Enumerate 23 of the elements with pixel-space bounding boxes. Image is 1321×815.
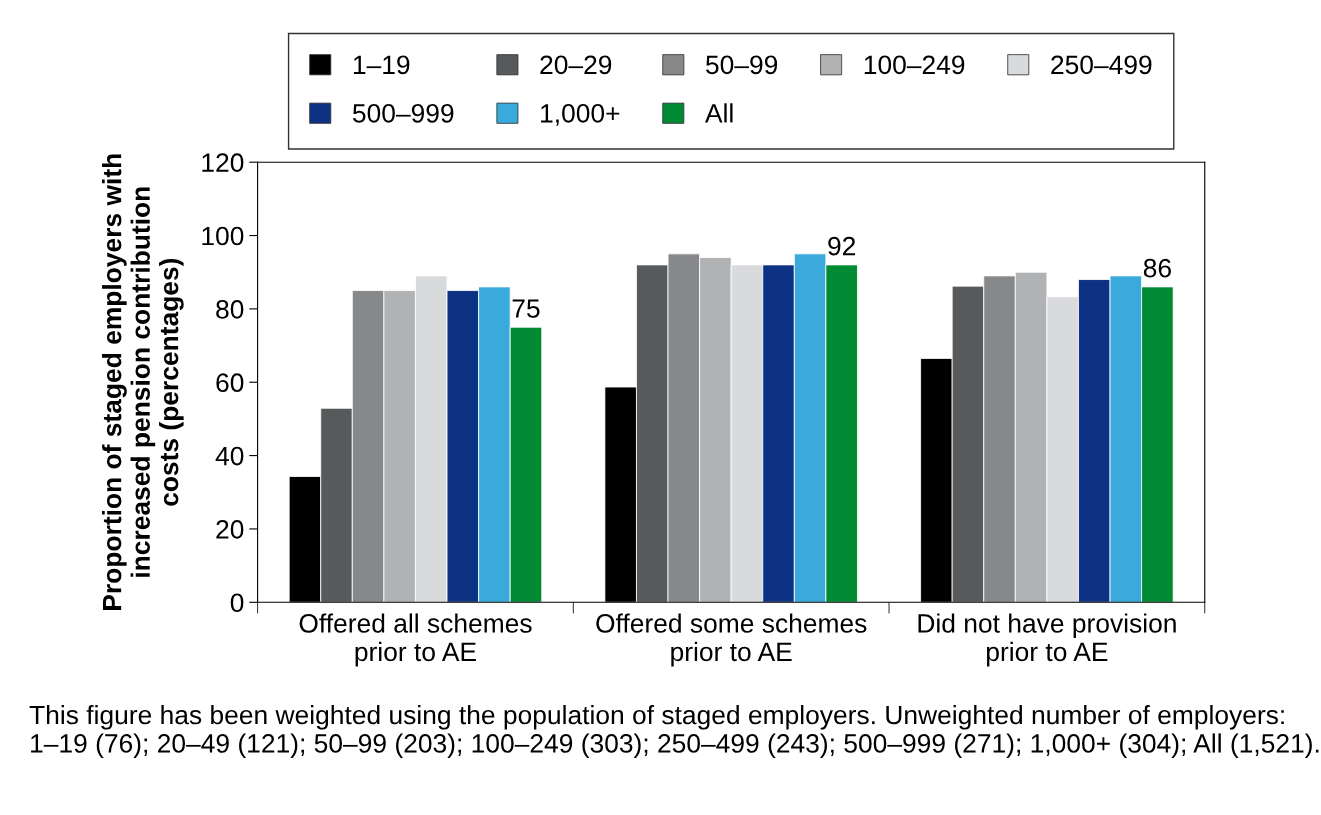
legend-label: 500–999 (352, 103, 454, 123)
y-tick-label: 120 (202, 153, 244, 173)
data-label: 86 (1143, 258, 1171, 278)
y-tick-label: 20 (216, 520, 244, 539)
legend-label: 1,000+ (541, 103, 620, 126)
y-tick-label: 60 (216, 373, 244, 393)
legend-label: 20–29 (540, 55, 612, 75)
y-tick-label: 40 (215, 446, 244, 466)
y-tick-label: 100 (202, 226, 244, 246)
x-tick-label: Did not have provision prior to AE (918, 613, 1176, 667)
legend-label: 250–499 (1051, 55, 1152, 75)
x-tick-label: Offered some schemes prior to AE (596, 613, 867, 667)
text: This figure has been weighted using the population of staged employers. Unweighted number of employers: 1–19 (76); 20–49 (121); 50–99 (203); 100–249 (303); 250–499 (243); 500–999 (271); 1,000+ (304); All (1,521). (29, 704, 1319, 758)
y-axis-title: Proportion of staged employers with increased pension contribution costs (percentages) (102, 154, 184, 610)
legend-label: 1–19 (353, 55, 410, 75)
legend-label: 50–99 (706, 55, 778, 75)
legend-label: 100–249 (864, 55, 965, 75)
y-tick-label: 0 (230, 593, 244, 613)
x-tick-label: Offered all schemes prior to AE (299, 613, 532, 667)
legend-label: All (705, 103, 733, 123)
data-label: 75 (512, 299, 540, 318)
data-label: 92 (828, 236, 856, 256)
y-tick-label: 80 (216, 300, 244, 319)
